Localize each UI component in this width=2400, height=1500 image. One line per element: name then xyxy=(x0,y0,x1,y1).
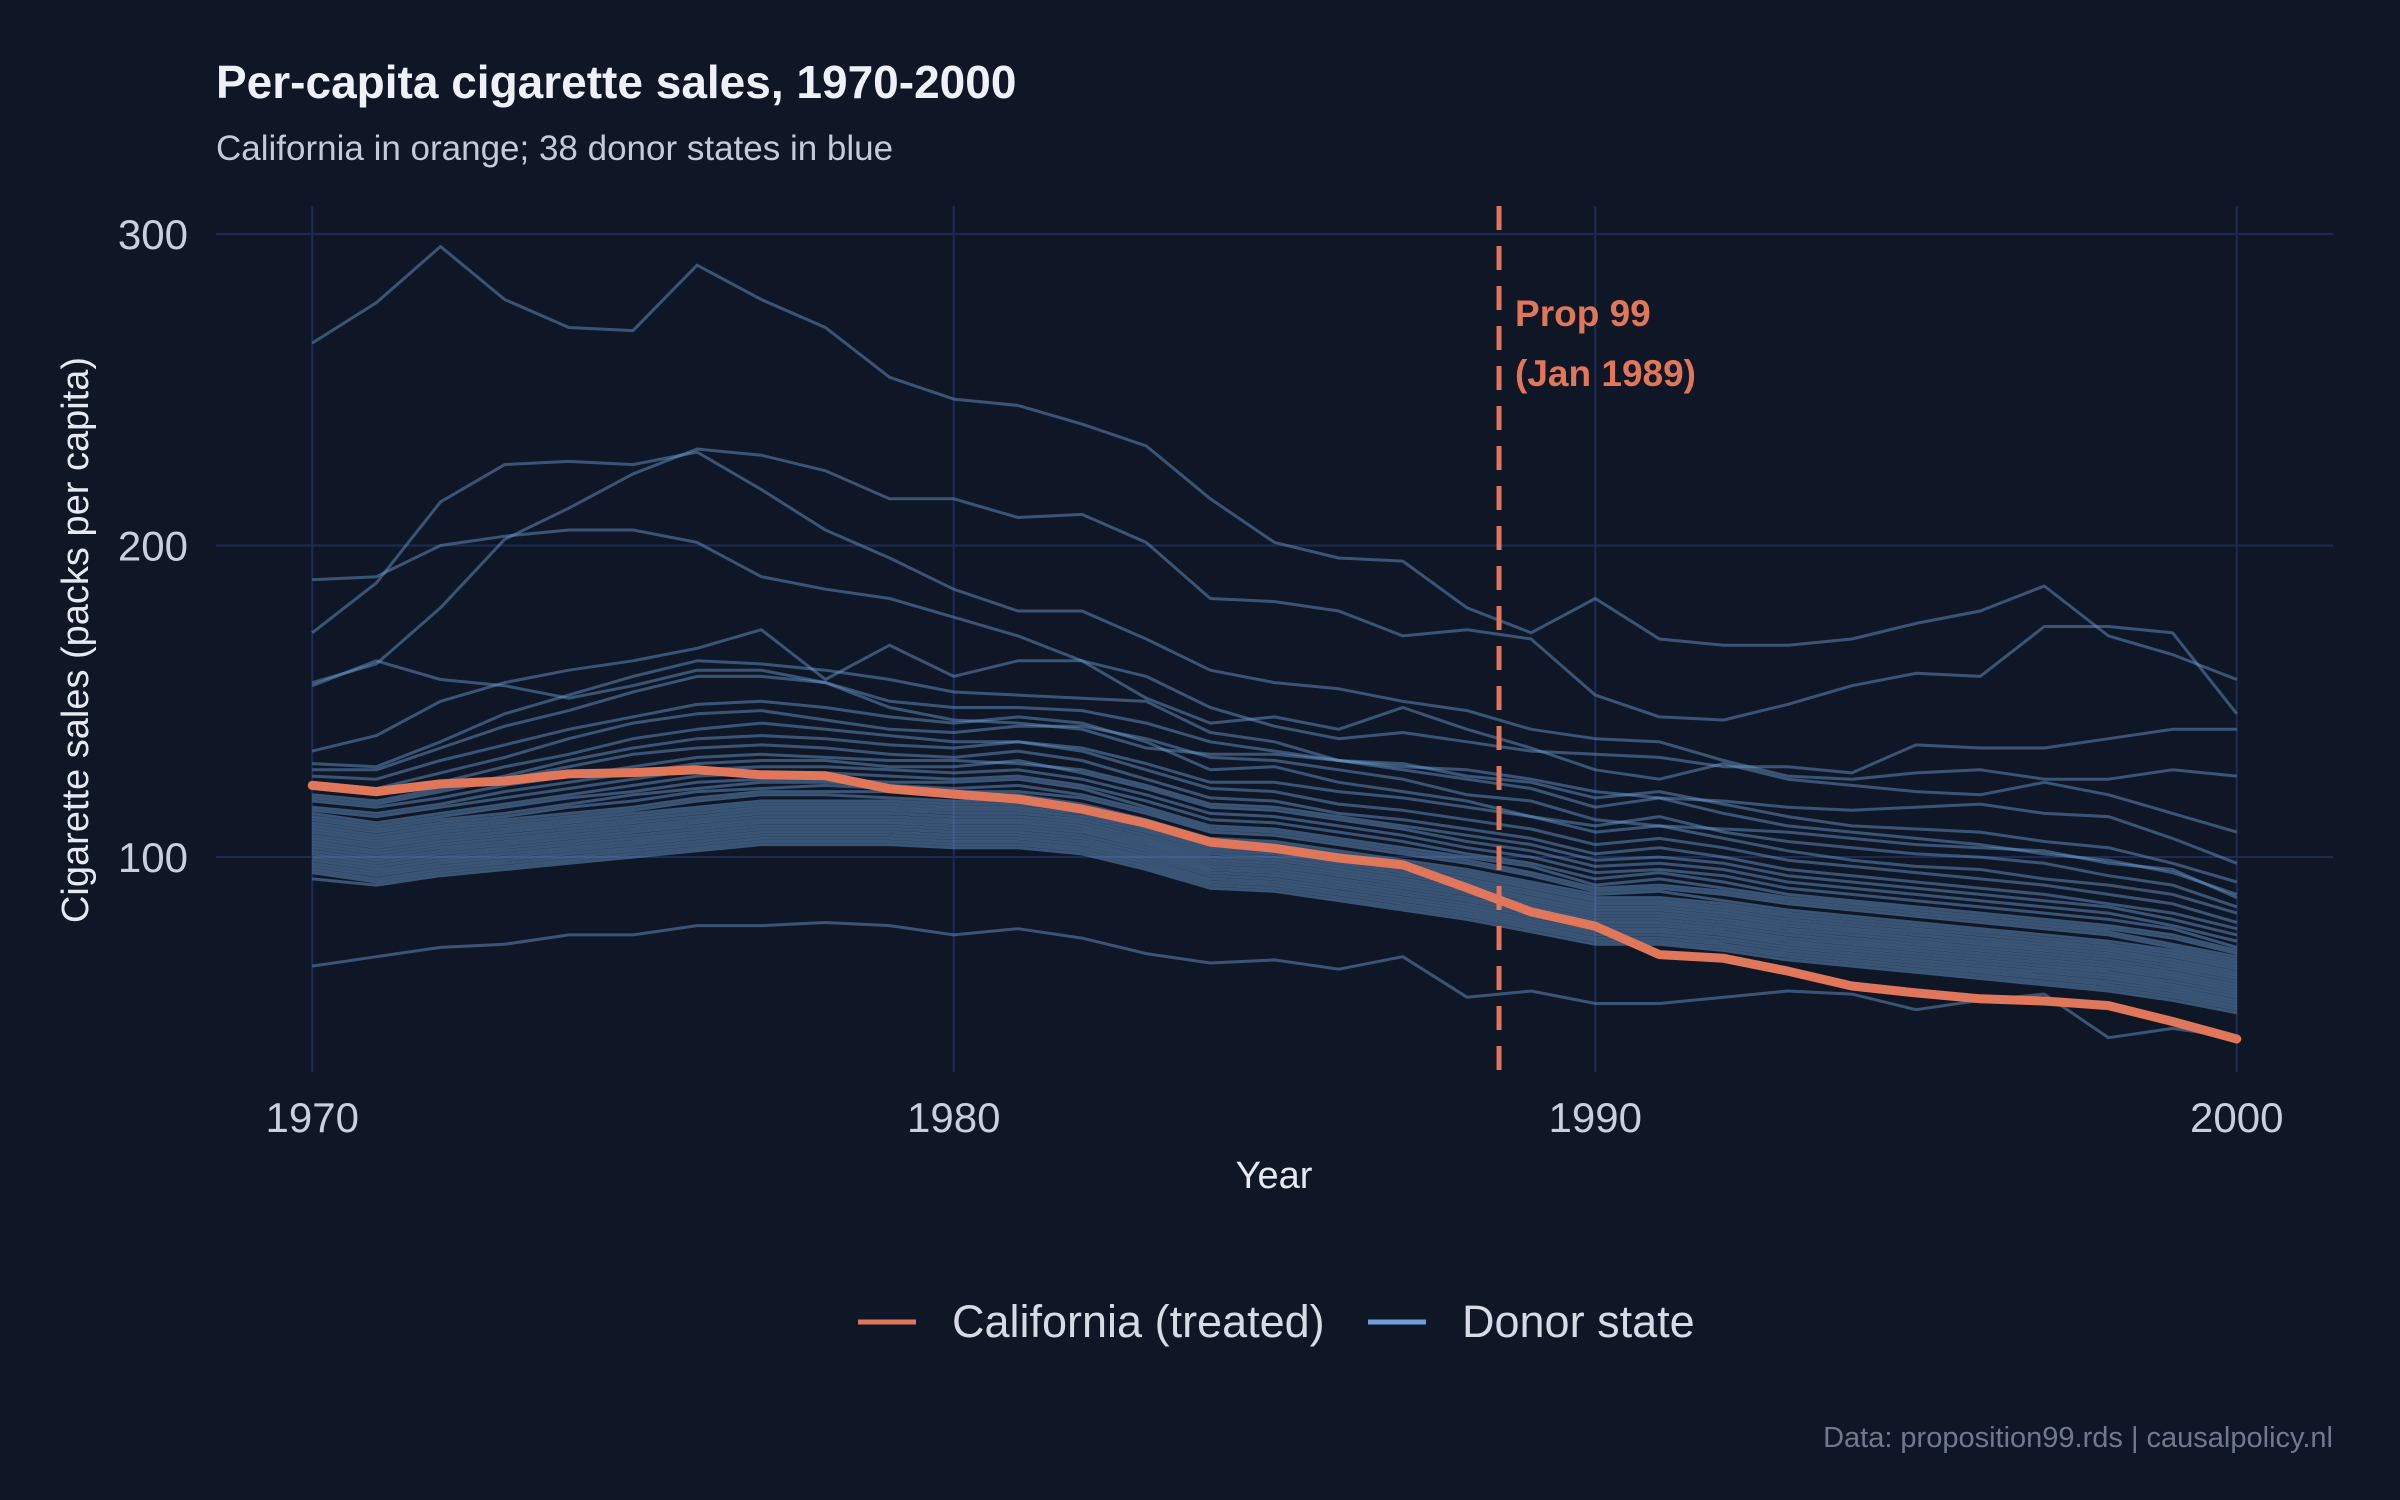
annotation-group: Prop 99 (Jan 1989) xyxy=(1496,206,1696,1072)
x-tick-labels: 1970 1980 1990 2000 xyxy=(266,1094,2284,1141)
donor-state-line xyxy=(311,447,2238,722)
donor-state-line xyxy=(311,811,2238,984)
donor-state-line xyxy=(312,659,2238,884)
grid-lines xyxy=(216,206,2333,1072)
x-axis-title: Year xyxy=(1236,1155,1313,1197)
donor-state-line xyxy=(311,833,2238,1005)
donor-state-line xyxy=(311,805,2238,977)
california-line xyxy=(307,765,2242,1044)
donor-state-line xyxy=(311,628,2237,775)
donor-state-line xyxy=(311,921,2238,1040)
donor-state-line xyxy=(311,771,2238,952)
caption: Data: proposition99.rds | causalpolicy.n… xyxy=(1823,1422,2333,1454)
legend: California (treated) Donor state xyxy=(858,1296,1695,1347)
prop99-annotation-label: (Jan 1989) xyxy=(1515,353,1696,394)
donor-state-line xyxy=(311,840,2238,1012)
y-tick-label: 300 xyxy=(118,211,188,258)
chart-subtitle: California in orange; 38 donor states in… xyxy=(216,129,893,168)
donor-state-line xyxy=(312,528,2238,834)
treated-series-group xyxy=(307,765,2242,1044)
donor-state-line xyxy=(311,821,2238,993)
chart-title: Per-capita cigarette sales, 1970-2000 xyxy=(216,56,1016,108)
donor-state-line xyxy=(311,245,2238,681)
y-tick-label: 100 xyxy=(118,834,188,881)
y-axis-title: Cigarette sales (packs per capita) xyxy=(55,357,97,923)
x-tick-label: 2000 xyxy=(2190,1094,2283,1141)
donor-state-line xyxy=(312,765,2238,949)
legend-treated-label: California (treated) xyxy=(952,1296,1325,1347)
donor-state-line xyxy=(311,777,2238,956)
donor-state-line xyxy=(311,790,2238,965)
donor-state-line xyxy=(311,818,2238,990)
donor-state-line xyxy=(312,743,2238,931)
x-tick-label: 1990 xyxy=(1549,1094,1642,1141)
donor-state-line xyxy=(311,836,2238,1009)
donor-state-line xyxy=(311,808,2238,980)
donor-state-line xyxy=(311,783,2238,962)
donor-state-line xyxy=(312,674,2238,896)
donor-state-line xyxy=(312,721,2238,915)
donor-state-line xyxy=(312,843,2238,1015)
y-tick-labels: 100 200 300 xyxy=(118,211,188,881)
donor-state-line xyxy=(312,734,2238,924)
legend-donor-label: Donor state xyxy=(1462,1296,1695,1347)
donor-state-line xyxy=(312,752,2238,937)
donor-state-line xyxy=(311,780,2238,959)
y-tick-label: 200 xyxy=(118,523,188,570)
x-tick-label: 1970 xyxy=(266,1094,359,1141)
donor-state-line xyxy=(312,709,2238,899)
donor-state-line xyxy=(312,699,2238,909)
donor-state-line xyxy=(311,659,2238,865)
donor-state-line xyxy=(311,830,2238,1002)
donor-series-group xyxy=(311,245,2238,1040)
donor-state-line xyxy=(311,824,2238,996)
prop99-annotation-label: Prop 99 xyxy=(1515,293,1651,334)
donor-state-line xyxy=(311,827,2238,999)
x-tick-label: 1980 xyxy=(907,1094,1000,1141)
donor-state-line xyxy=(311,815,2238,987)
donor-state-line xyxy=(311,450,2237,781)
